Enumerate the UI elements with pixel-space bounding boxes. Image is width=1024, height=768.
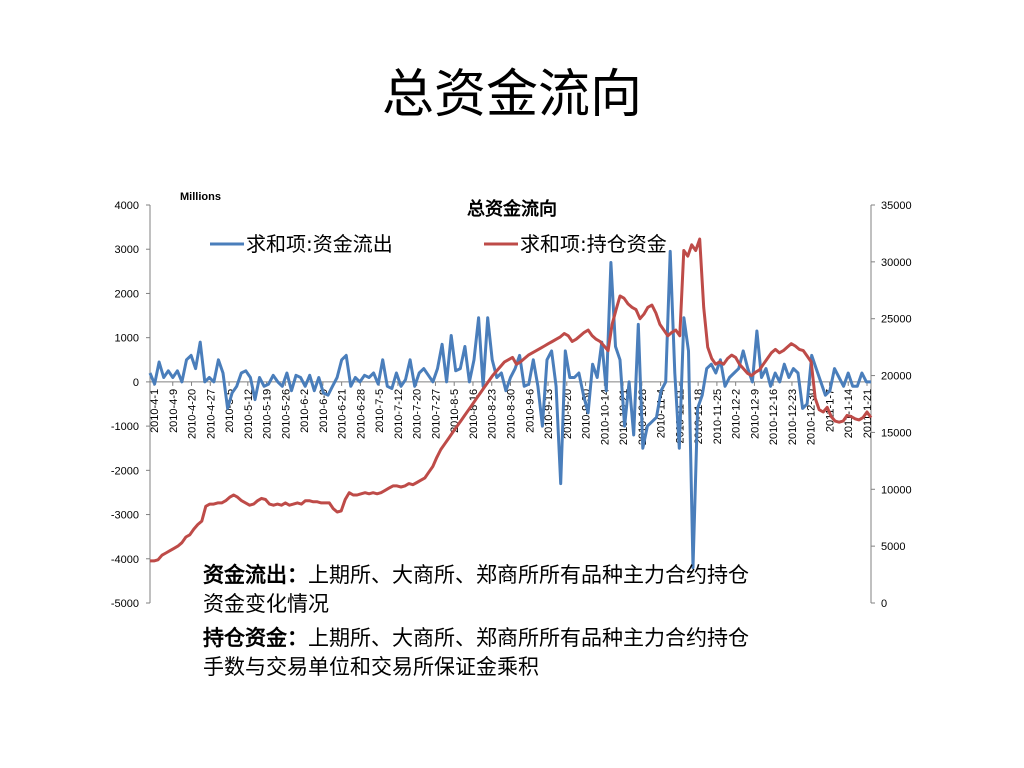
x-axis-tick-label: 2010-8-23 (487, 389, 499, 439)
series-line-position (150, 237, 873, 563)
left-axis-tick-label: -4000 (111, 554, 139, 566)
left-axis-tick-label: -2000 (111, 465, 139, 477)
x-axis-tick-label: 2010-10-14 (599, 389, 611, 445)
notes: 资金流出：上期所、大商所、郑商所所有品种主力合约持仓资金变化情况 持仓资金：上期… (203, 560, 763, 686)
x-axis-tick-label: 2010-7-12 (393, 389, 405, 439)
chart-title: 总资金流向 (467, 198, 557, 220)
right-axis-tick-label: 0 (881, 598, 887, 610)
right-axis-tick-label: 5000 (881, 541, 905, 553)
x-axis-tick-label: 2010-7-20 (412, 389, 424, 439)
chart-series (148, 237, 873, 570)
left-axis-tick-label: -5000 (111, 598, 139, 610)
right-axis-tick-label: 10000 (881, 484, 912, 496)
x-axis-tick-label: 2010-12-30 (806, 389, 818, 445)
x-axis-tick-label: 2010-8-16 (468, 389, 480, 439)
right-axis-tick-label: 35000 (881, 200, 912, 212)
right-axis-tick-label: 25000 (881, 314, 912, 326)
chart-axes: 40003000200010000-1000-2000-3000-4000-50… (111, 200, 912, 610)
x-axis-tick-label: 2010-8-30 (506, 389, 518, 439)
note-outflow: 资金流出：上期所、大商所、郑商所所有品种主力合约持仓资金变化情况 (203, 560, 763, 619)
x-axis-tick-label: 2010-6-9 (318, 389, 330, 433)
note-outflow-term: 资金流出： (203, 562, 308, 587)
left-axis-tick-label: 0 (133, 377, 139, 389)
note-outflow-text: 上期所、大商所、郑商所所有品种主力合约持仓资金变化情况 (203, 563, 749, 616)
x-axis-tick-label: 2010-7-5 (374, 389, 386, 433)
x-axis-tick-label: 2010-6-21 (337, 389, 349, 439)
x-axis-tick-label: 2010-4-1 (149, 389, 161, 433)
legend-label-outflow: 求和项:资金流出 (246, 232, 393, 256)
note-position-text: 上期所、大商所、郑商所所有品种主力合约持仓手数与交易单位和交易所保证金乘积 (203, 626, 749, 679)
x-axis-tick-label: 2010-4-27 (205, 389, 217, 439)
x-axis-tick-label: 2010-9-13 (543, 389, 555, 439)
left-axis-tick-label: -3000 (111, 510, 139, 522)
chart-unit-label: Millions (180, 191, 221, 203)
left-axis-tick-label: 3000 (115, 244, 139, 256)
x-axis-tick-label: 2010-11-18 (693, 389, 705, 444)
right-axis-tick-label: 20000 (881, 371, 912, 383)
x-axis-tick-label: 2010-12-16 (768, 389, 780, 445)
x-axis-tick-label: 2010-8-5 (449, 389, 461, 433)
x-axis-tick-label: 2010-4-20 (187, 389, 199, 439)
left-axis-tick-label: 2000 (115, 288, 139, 300)
x-axis-tick-label: 2010-4-9 (168, 389, 180, 433)
left-axis-tick-label: 4000 (115, 200, 139, 212)
slide-title: 总资金流向 (381, 65, 642, 125)
note-position: 持仓资金：上期所、大商所、郑商所所有品种主力合约持仓手数与交易单位和交易所保证金… (203, 623, 763, 682)
left-axis-tick-label: -1000 (111, 421, 139, 433)
x-axis-tick-label: 2010-12-2 (731, 389, 743, 439)
x-axis-tick-label: 2010-12-9 (749, 389, 761, 439)
right-axis-tick-label: 30000 (881, 257, 912, 269)
x-axis-tick-label: 2010-9-6 (524, 389, 536, 433)
note-position-term: 持仓资金： (203, 625, 308, 650)
x-axis-tick-label: 2010-12-23 (787, 389, 799, 445)
right-axis-tick-label: 15000 (881, 427, 912, 439)
x-axis-tick-label: 2011-1-14 (843, 389, 855, 438)
x-axis-tick-label: 2010-6-28 (355, 389, 367, 439)
x-axis-tick-label: 2010-6-2 (299, 389, 311, 433)
x-axis-tick-label: 2010-5-26 (280, 389, 292, 439)
x-axis-tick-label: 2010-5-19 (262, 389, 274, 439)
left-axis-tick-label: 1000 (115, 333, 139, 345)
x-axis-tick-label: 2010-5-12 (243, 389, 255, 439)
x-axis-tick-label: 2010-7-27 (430, 389, 442, 439)
chart-legend: 求和项:资金流出 求和项:持仓资金 (210, 232, 667, 256)
series-line-outflow (148, 249, 871, 570)
x-axis-tick-label: 2010-11-25 (712, 389, 724, 444)
legend-label-position: 求和项:持仓资金 (520, 232, 667, 256)
